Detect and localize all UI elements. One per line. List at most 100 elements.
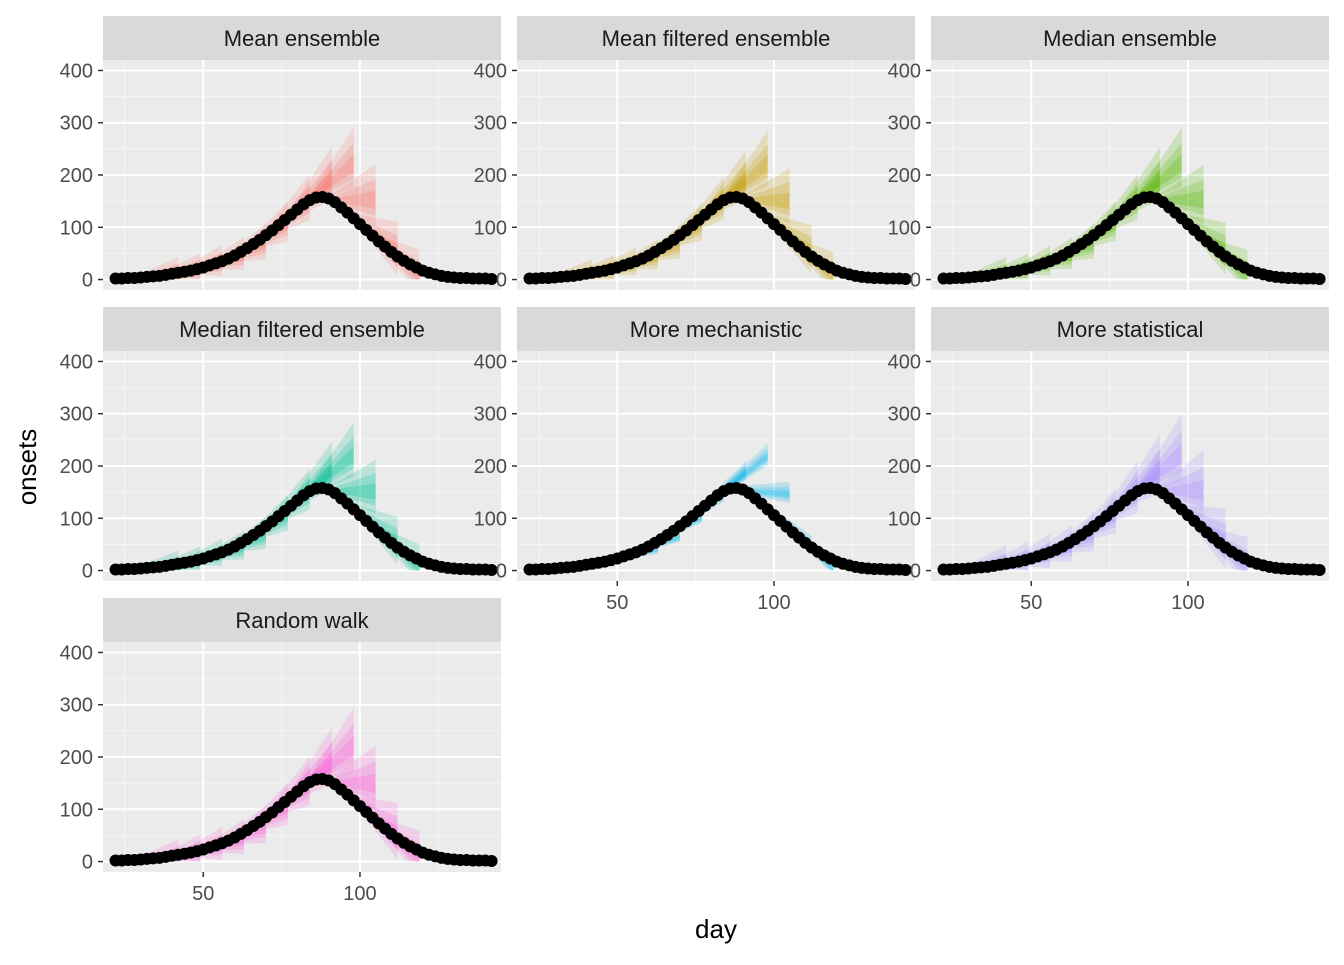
forecast-interval-ribbon bbox=[745, 481, 790, 503]
y-tick-label: 200 bbox=[60, 747, 93, 769]
y-tick-label: 300 bbox=[60, 695, 93, 717]
forecast-interval-ribbon bbox=[1159, 179, 1204, 216]
facet-strip bbox=[103, 598, 501, 642]
forecast-interval-ribbon bbox=[723, 130, 768, 204]
y-tick-label: 200 bbox=[60, 456, 93, 478]
facet-title: Random walk bbox=[235, 608, 369, 633]
y-axis-title: onsets bbox=[12, 429, 42, 506]
facet-panel: Random walk 0 100 200 300 400 50 100 bbox=[60, 598, 501, 905]
x-tick-label: 100 bbox=[757, 592, 790, 614]
forecast-interval-ribbon bbox=[745, 182, 790, 216]
forecast-interval-ribbon bbox=[1137, 443, 1182, 493]
forecast-interval-ribbon bbox=[1137, 413, 1182, 495]
forecast-interval-ribbon bbox=[331, 761, 376, 801]
observed-point bbox=[485, 564, 498, 577]
y-tick-label: 200 bbox=[888, 456, 921, 478]
y-tick-label: 300 bbox=[888, 404, 921, 426]
forecast-interval-ribbon bbox=[745, 168, 790, 224]
forecast-interval-ribbon bbox=[723, 448, 768, 494]
y-tick-label: 100 bbox=[60, 217, 93, 239]
forecast-interval-ribbon bbox=[309, 142, 354, 203]
facet-panel: More statistical 0 100 200 300 400 50 100 bbox=[888, 307, 1329, 614]
forecast-interval-ribbon bbox=[723, 443, 768, 495]
facet-strip bbox=[103, 16, 501, 60]
y-tick-label: 0 bbox=[82, 852, 93, 874]
forecast-interval-ribbon bbox=[723, 144, 768, 203]
forecast-interval-ribbon bbox=[331, 483, 376, 500]
y-tick-label: 300 bbox=[60, 113, 93, 135]
forecast-interval-ribbon bbox=[745, 489, 790, 498]
y-tick-label: 400 bbox=[60, 60, 93, 82]
forecast-interval-ribbon bbox=[745, 192, 790, 210]
y-tick-label: 100 bbox=[474, 508, 507, 530]
y-tick-label: 0 bbox=[82, 561, 93, 583]
facet-title: Mean ensemble bbox=[224, 26, 381, 51]
facet-panel: Mean filtered ensemble 0 100 200 300 400 bbox=[474, 16, 915, 292]
facet-panel: Median filtered ensemble 0 100 200 300 400 bbox=[60, 307, 501, 583]
facet-panel: Median ensemble 0 100 200 300 400 bbox=[888, 16, 1329, 292]
facet-title: Median filtered ensemble bbox=[179, 317, 425, 342]
y-tick-label: 0 bbox=[496, 561, 507, 583]
forecast-interval-ribbon bbox=[331, 190, 376, 209]
facet-strip bbox=[517, 16, 915, 60]
y-tick-label: 400 bbox=[888, 60, 921, 82]
forecast-interval-ribbon bbox=[331, 164, 376, 225]
y-tick-label: 300 bbox=[474, 404, 507, 426]
y-tick-label: 400 bbox=[60, 351, 93, 373]
x-tick-label: 50 bbox=[192, 883, 214, 905]
observed-point bbox=[485, 855, 498, 868]
x-axis-title: day bbox=[695, 914, 737, 944]
observed-point bbox=[899, 564, 912, 577]
x-tick-label: 100 bbox=[1171, 592, 1204, 614]
y-tick-label: 100 bbox=[888, 217, 921, 239]
y-tick-label: 200 bbox=[474, 456, 507, 478]
y-tick-label: 200 bbox=[888, 165, 921, 187]
forecast-interval-ribbon bbox=[309, 707, 354, 786]
facet-panel: Mean ensemble 0 100 200 300 400 bbox=[60, 16, 501, 292]
facet-strip bbox=[931, 16, 1329, 60]
observed-point bbox=[1313, 564, 1326, 577]
forecast-interval-ribbon bbox=[309, 153, 354, 202]
forecast-interval-ribbon bbox=[1137, 430, 1182, 494]
y-tick-label: 100 bbox=[888, 508, 921, 530]
forecast-interval-ribbon bbox=[1159, 190, 1204, 209]
forecast-interval-ribbon bbox=[309, 422, 354, 495]
facet-title: More statistical bbox=[1057, 317, 1204, 342]
facet-title: Mean filtered ensemble bbox=[602, 26, 831, 51]
forecast-interval-ribbon bbox=[331, 745, 376, 811]
forecast-interval-ribbon bbox=[309, 735, 354, 784]
observed-point bbox=[1313, 273, 1326, 286]
forecast-interval-ribbon bbox=[309, 446, 354, 493]
facet-title: More mechanistic bbox=[630, 317, 802, 342]
y-tick-label: 400 bbox=[888, 351, 921, 373]
x-tick-label: 50 bbox=[1020, 592, 1042, 614]
y-tick-label: 100 bbox=[474, 217, 507, 239]
y-tick-label: 400 bbox=[474, 60, 507, 82]
facet-title: Median ensemble bbox=[1043, 26, 1217, 51]
forecast-interval-ribbon bbox=[1137, 127, 1182, 204]
y-tick-label: 200 bbox=[474, 165, 507, 187]
y-tick-label: 0 bbox=[82, 270, 93, 292]
forecast-interval-ribbon bbox=[309, 435, 354, 494]
forecast-interval-ribbon bbox=[745, 487, 790, 500]
forecast-interval-ribbon bbox=[309, 126, 354, 204]
y-tick-label: 0 bbox=[496, 270, 507, 292]
forecast-interval-ribbon bbox=[723, 154, 768, 202]
facet-strip bbox=[103, 307, 501, 351]
y-tick-label: 100 bbox=[60, 508, 93, 530]
facet-panel: More mechanistic 0 100 200 300 400 50 100 bbox=[474, 307, 915, 614]
forecast-interval-ribbon bbox=[1159, 164, 1204, 224]
y-tick-label: 100 bbox=[60, 799, 93, 821]
y-tick-label: 400 bbox=[474, 351, 507, 373]
y-tick-label: 300 bbox=[60, 404, 93, 426]
observed-point bbox=[899, 273, 912, 286]
facet-strip bbox=[517, 307, 915, 351]
forecast-interval-ribbon bbox=[331, 473, 376, 506]
x-tick-label: 50 bbox=[606, 592, 628, 614]
y-tick-label: 200 bbox=[60, 165, 93, 187]
y-tick-label: 300 bbox=[888, 113, 921, 135]
x-tick-label: 100 bbox=[343, 883, 376, 905]
forecast-interval-ribbon bbox=[331, 459, 376, 514]
